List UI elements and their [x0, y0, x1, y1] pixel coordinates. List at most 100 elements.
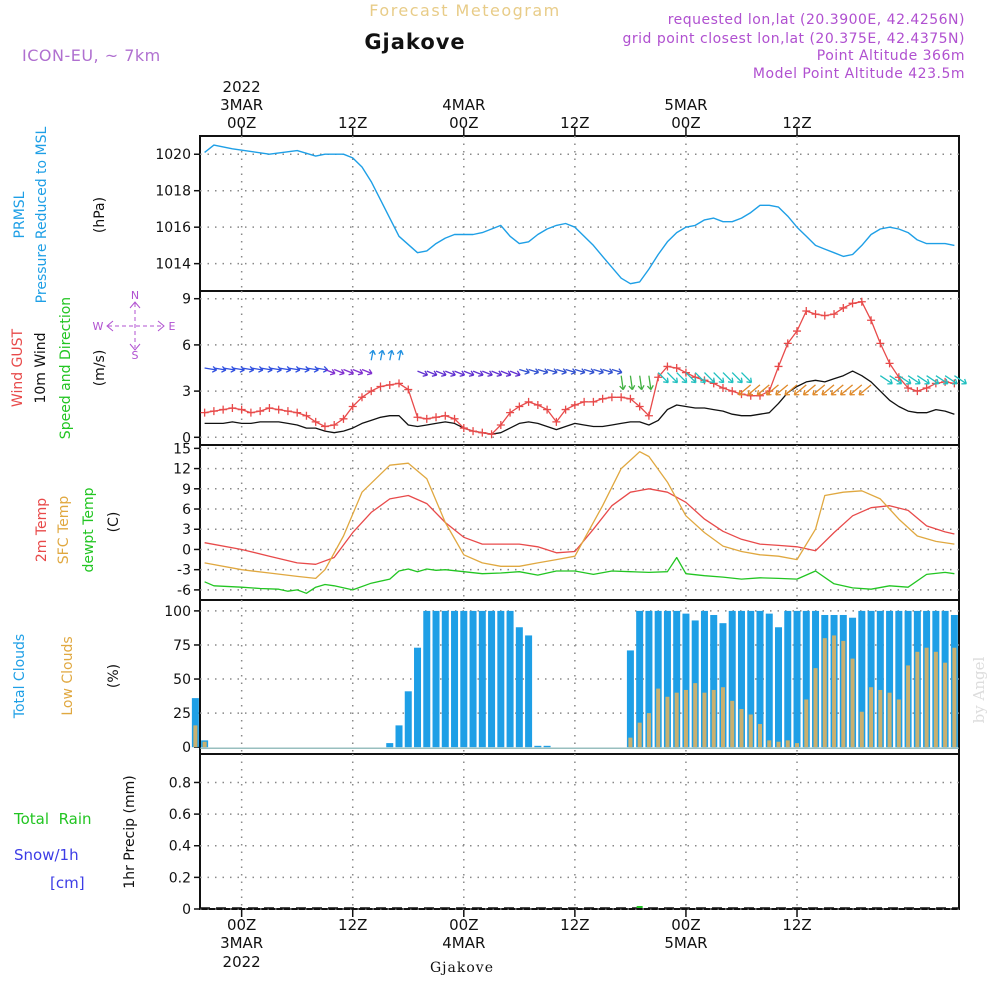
low-cloud-bar-11 [711, 689, 716, 748]
temperature-ytick-label-2: 0 [182, 542, 191, 558]
low-cloud-bar-19 [785, 740, 790, 748]
pressure-label-msl: Pressure Reduced to MSL [34, 126, 50, 303]
wind-gust-point-31 [487, 430, 496, 439]
total-cloud-bar-9 [451, 610, 459, 748]
total-cloud-bar-38 [793, 610, 801, 748]
compass-e: E [169, 320, 176, 333]
total-cloud-bar-28 [700, 610, 708, 748]
total-cloud-bar-34 [756, 610, 764, 748]
wind-gust-point-65 [802, 307, 811, 316]
wind-direction-arrow-5-42 [628, 375, 636, 391]
low-cloud-bar-22 [813, 668, 818, 748]
wind-direction-arrow-4-34 [556, 368, 567, 375]
wind-direction-arrow-2-14 [369, 349, 376, 361]
low-cloud-bar-12 [720, 687, 725, 748]
wind-direction-arrow-3-19 [417, 370, 429, 377]
model-label: ICON-EU, ~ 7km [22, 46, 161, 65]
top-hour-label-2: 00Z [449, 114, 478, 132]
bottom-hour-label-0: 00Z [227, 916, 256, 934]
total-cloud-bar-33 [747, 610, 755, 748]
pressure-ytick-label-1: 1016 [155, 220, 191, 236]
precip-ytick-label-0: 0 [182, 902, 191, 918]
temperature-ytick-label-0: -6 [177, 583, 191, 599]
total-cloud-bar-4 [404, 691, 412, 748]
wind-gust-point-20 [385, 380, 394, 389]
wind-gust-point-68 [830, 310, 839, 319]
wind-gust-point-15 [339, 414, 348, 423]
temperature-ytick-label-6: 12 [173, 462, 191, 478]
wind-direction-arrow-1-12 [352, 368, 364, 376]
wind-direction-arrow-4-32 [537, 368, 549, 375]
total-cloud-bar-46 [867, 610, 875, 748]
total-cloud-bar-30 [719, 623, 727, 748]
wind-gust-point-17 [357, 393, 366, 402]
wind-gust-point-44 [607, 393, 616, 402]
wind-gust-point-21 [395, 379, 404, 388]
bottom-hour-label-3: 12Z [560, 916, 589, 934]
wind-label-gust: Wind GUST [10, 328, 26, 407]
footer-location: Gjakove [430, 960, 494, 976]
precip-label-rain: Total Rain [13, 810, 92, 828]
wind-direction-arrow-7-56 [747, 384, 761, 396]
wind-direction-arrow-0--4 [204, 365, 218, 373]
wind-direction-arrow-5-43 [637, 375, 645, 391]
wind-gust-point-72 [867, 316, 876, 325]
wind-direction-arrow-4-36 [574, 368, 586, 375]
total-cloud-bar-2 [386, 743, 394, 748]
wind-direction-arrow-4-30 [519, 368, 530, 375]
wind-gust-point-73 [876, 339, 885, 348]
total-cloud-bar-15 [506, 610, 514, 748]
clouds-ytick-label-3: 75 [173, 638, 191, 654]
precip-unit: 1hr Precip (mm) [122, 775, 138, 888]
wind-gust-line [204, 301, 955, 435]
wind-direction-arrow-8-73 [916, 375, 930, 385]
wind-gust-point-48 [644, 411, 653, 420]
wind-gust-point-5 [246, 408, 255, 417]
temp-label-2m: 2m Temp [34, 498, 50, 562]
total-cloud-bar-5 [414, 647, 422, 748]
wind-direction-arrow-3-23 [454, 370, 466, 377]
temp-label-dewpt: dewpt Temp [81, 487, 97, 572]
wind-direction-arrow-6-50 [704, 372, 716, 384]
compass-w: W [93, 320, 104, 333]
wind-gust-point-70 [848, 299, 857, 308]
wind-gust-point-2 [219, 405, 228, 414]
wind-direction-arrow-5-41 [619, 375, 627, 391]
total-cloud-bar-7 [432, 610, 440, 748]
wind-direction-arrow-8-72 [907, 375, 921, 385]
total-cloud-bar-16 [515, 627, 523, 748]
total-cloud-bar-25 [673, 610, 681, 748]
wind-direction-arrow-7-65 [830, 384, 844, 396]
temperature-ytick-label-4: 6 [182, 502, 191, 518]
wind-gust-point-1 [209, 407, 218, 416]
wind-gust-point-69 [839, 303, 848, 312]
wind-gust-point-6 [256, 407, 265, 416]
point-altitude: Point Altitude 366m [817, 48, 965, 64]
low-cloud-bar-7 [674, 692, 679, 748]
wind-direction-arrow-4-37 [583, 368, 595, 375]
clouds-panel: 0 25 50 75 100 [164, 599, 960, 756]
compass-rose: N W E S [93, 289, 176, 362]
wind-direction-arrow-2-16 [387, 349, 395, 361]
wind-direction-arrow-1-13 [361, 368, 373, 376]
cloud-label-low: Low Clouds [60, 636, 76, 715]
wind-gust-point-49 [654, 373, 663, 382]
total-cloud-bar-36 [775, 627, 783, 748]
low-cloud-bar-4 [646, 713, 651, 748]
top-hour-label-4: 00Z [671, 114, 700, 132]
wind-direction-arrow-7-64 [821, 384, 835, 396]
low-cloud-bar-36 [943, 662, 948, 748]
low-cloud-bar-23 [822, 638, 827, 748]
total-cloud-bar-26 [682, 613, 690, 748]
bottom-hour-label-2: 00Z [449, 916, 478, 934]
temp-2m-line [204, 488, 955, 565]
grid-coords: grid point closest lon,lat (20.375E, 42.… [622, 31, 965, 47]
pressure-label-prmsl: PRMSL [12, 191, 28, 238]
credit-watermark: by Angel [970, 656, 988, 723]
model-altitude: Model Point Altitude 423.5m [753, 66, 965, 82]
low-cloud-bar-16 [757, 724, 762, 748]
cloud-unit: (%) [106, 664, 122, 688]
wind-direction-arrow-7-67 [849, 384, 863, 396]
